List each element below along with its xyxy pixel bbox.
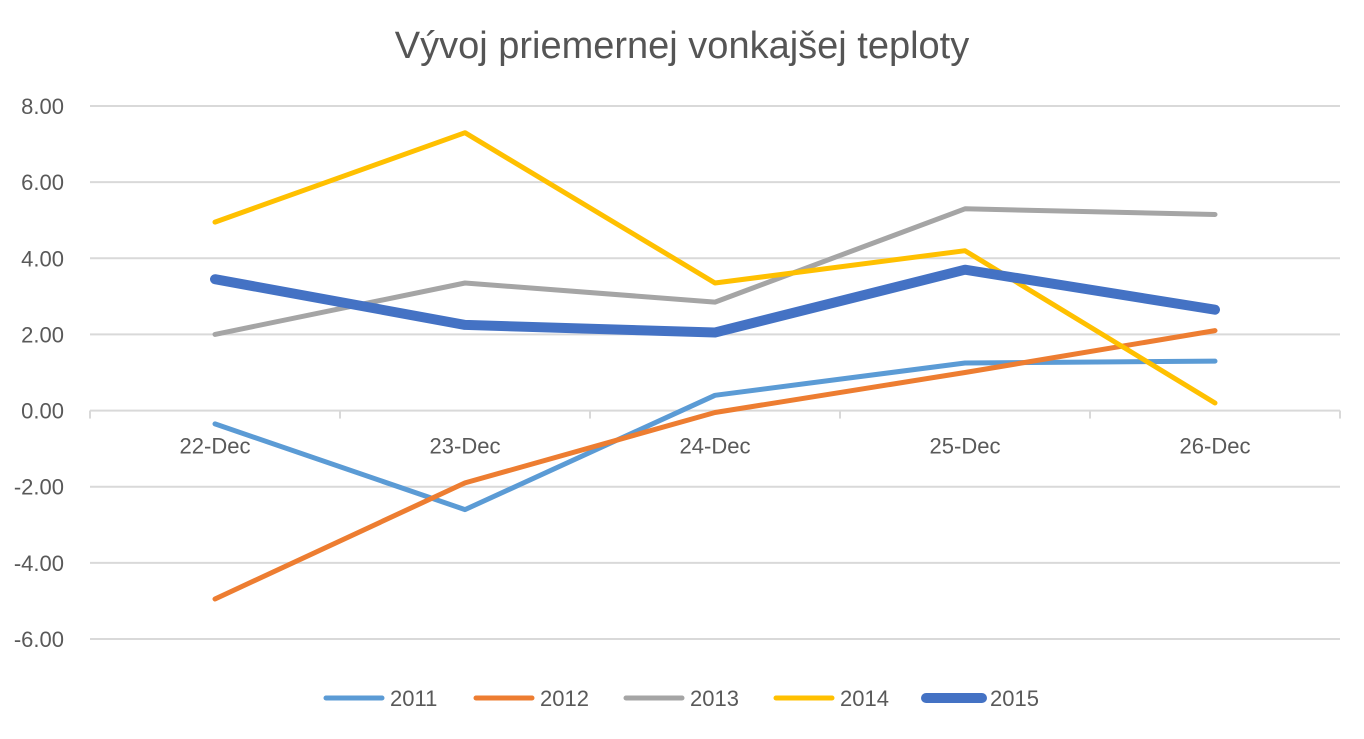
gridlines bbox=[89, 105, 1341, 640]
series-line-2011 bbox=[212, 358, 1218, 513]
chart-title: Vývoj priemernej vonkajšej teploty bbox=[395, 25, 970, 67]
legend-label: 2014 bbox=[840, 686, 889, 711]
y-tick-label: -2.00 bbox=[14, 475, 64, 500]
y-tick-label: -6.00 bbox=[14, 627, 64, 652]
series-line-2014 bbox=[212, 130, 1218, 406]
x-axis-tick-labels: 22-Dec 23-Dec 24-Dec 25-Dec 26-Dec bbox=[180, 434, 1251, 459]
series-lines bbox=[210, 130, 1220, 602]
legend-label: 2012 bbox=[540, 686, 589, 711]
y-tick-label: 2.00 bbox=[21, 322, 64, 347]
y-axis-tick-labels: 8.00 6.00 4.00 2.00 0.00 -2.00 -4.00 -6.00 bbox=[14, 94, 64, 652]
y-tick-label: 4.00 bbox=[21, 246, 64, 271]
series-line-2013 bbox=[212, 206, 1218, 337]
x-tick-label: 23-Dec bbox=[430, 434, 501, 459]
legend-label: 2013 bbox=[690, 686, 739, 711]
series-line-2012 bbox=[212, 328, 1218, 602]
legend-label: 2015 bbox=[990, 686, 1039, 711]
y-tick-label: 8.00 bbox=[21, 94, 64, 119]
y-tick-label: 0.00 bbox=[21, 399, 64, 424]
y-tick-label: -4.00 bbox=[14, 551, 64, 576]
y-tick-label: 6.00 bbox=[21, 170, 64, 195]
x-tick-label: 26-Dec bbox=[1180, 434, 1251, 459]
x-tick-label: 25-Dec bbox=[930, 434, 1001, 459]
series-line-2015 bbox=[210, 264, 1220, 338]
legend: 2011 2012 2013 2014 2015 bbox=[323, 686, 1039, 711]
legend-label: 2011 bbox=[390, 686, 437, 711]
x-tick-label: 22-Dec bbox=[180, 434, 251, 459]
x-tick-label: 24-Dec bbox=[680, 434, 751, 459]
